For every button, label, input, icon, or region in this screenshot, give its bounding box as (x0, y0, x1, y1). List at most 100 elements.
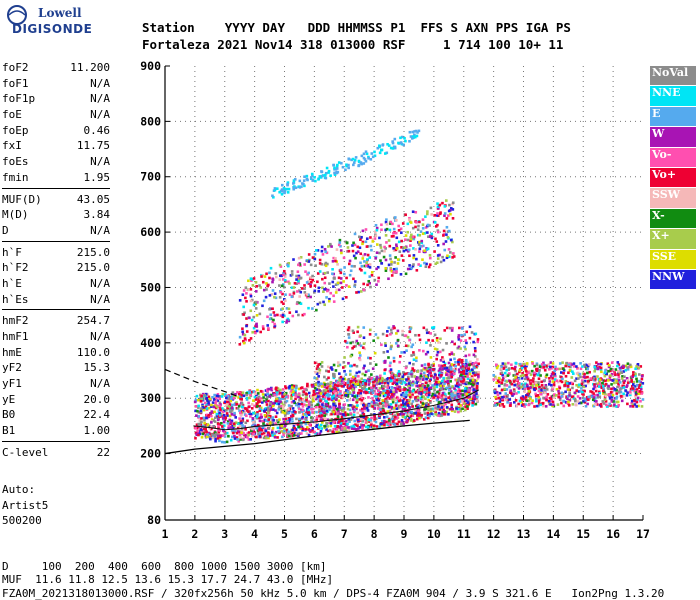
echo-point (280, 424, 284, 428)
echo-point (500, 388, 504, 392)
echo-point (436, 205, 440, 209)
echo-point (462, 398, 466, 401)
echo-point (458, 326, 461, 330)
echo-point (295, 395, 299, 399)
echo-point (325, 393, 329, 397)
echo-point (287, 280, 290, 284)
echo-point (384, 404, 388, 408)
echo-point (311, 307, 314, 310)
echo-point (201, 403, 204, 407)
echo-point (525, 374, 528, 377)
echo-point (394, 341, 398, 345)
echo-point (369, 157, 373, 161)
echo-point (361, 372, 365, 376)
echo-point (317, 375, 320, 378)
echo-point (287, 187, 291, 191)
param-value: N/A (90, 276, 110, 290)
echo-point (299, 425, 302, 429)
echo-point (451, 217, 455, 220)
echo-point (476, 377, 480, 381)
echo-point (503, 371, 507, 375)
echo-point (320, 427, 323, 430)
echo-point (276, 387, 280, 390)
echo-point (427, 407, 430, 411)
echo-point (378, 251, 381, 255)
echo-point (427, 387, 431, 390)
echo-point (312, 385, 315, 388)
echo-point (410, 354, 413, 357)
echo-point (611, 368, 614, 372)
param-name: yE (2, 392, 16, 406)
echo-point (276, 187, 279, 190)
echo-point (276, 420, 280, 424)
echo-point (347, 166, 350, 170)
echo-point (602, 392, 605, 395)
echo-point (414, 377, 418, 381)
echo-point (370, 425, 374, 428)
param-row: fxI 11.75 (2, 138, 110, 154)
echo-point (244, 338, 248, 342)
echo-point (590, 395, 594, 398)
echo-point (272, 318, 275, 322)
echo-point (278, 405, 281, 409)
echo-point (259, 330, 262, 334)
echo-point (297, 256, 301, 260)
echo-point (365, 261, 368, 265)
echo-point (368, 379, 371, 383)
echo-point (296, 290, 299, 293)
echo-point (571, 370, 574, 374)
echo-point (566, 397, 569, 401)
echo-point (352, 378, 356, 382)
echo-point (520, 365, 523, 368)
echo-point (278, 190, 281, 194)
echo-point (616, 364, 619, 368)
echo-point (390, 331, 393, 335)
echo-point (281, 410, 284, 414)
echo-point (404, 246, 407, 249)
x-tick-label: 11 (457, 527, 471, 541)
echo-point (261, 419, 264, 423)
echo-point (345, 341, 349, 345)
echo-point (311, 256, 315, 259)
echo-point (460, 371, 463, 374)
echo-point (443, 362, 447, 365)
echo-point (425, 377, 428, 381)
echo-point (294, 386, 298, 390)
echo-point (258, 404, 262, 408)
echo-point (392, 359, 396, 363)
echo-point (464, 354, 468, 358)
chart-grid (165, 66, 643, 520)
echo-point (315, 381, 318, 385)
echo-point (598, 378, 602, 382)
echo-point (610, 395, 614, 399)
echo-point (622, 370, 626, 373)
echo-point (273, 401, 276, 405)
echo-point (601, 389, 605, 393)
echo-point (365, 237, 369, 241)
echo-point (300, 400, 304, 404)
echo-point (362, 282, 365, 286)
echo-point (612, 400, 615, 403)
echo-point (317, 363, 320, 366)
echo-point (240, 431, 243, 434)
echo-point (297, 279, 300, 283)
echo-point (383, 381, 387, 385)
echo-point (447, 376, 450, 380)
echo-point (226, 422, 230, 425)
echo-point (375, 267, 378, 271)
echo-point (342, 385, 345, 388)
echo-point (384, 220, 388, 224)
echo-point (380, 343, 383, 347)
echo-point (229, 422, 232, 426)
echo-point (264, 295, 268, 299)
echo-point (407, 377, 410, 381)
echo-point (359, 238, 362, 241)
echo-point (399, 136, 402, 140)
echo-point (561, 361, 564, 364)
echo-point (318, 414, 321, 418)
echo-point (442, 242, 445, 246)
echo-point (426, 231, 429, 234)
echo-point (348, 386, 352, 390)
echo-point (333, 167, 336, 171)
echo-point (366, 283, 369, 287)
